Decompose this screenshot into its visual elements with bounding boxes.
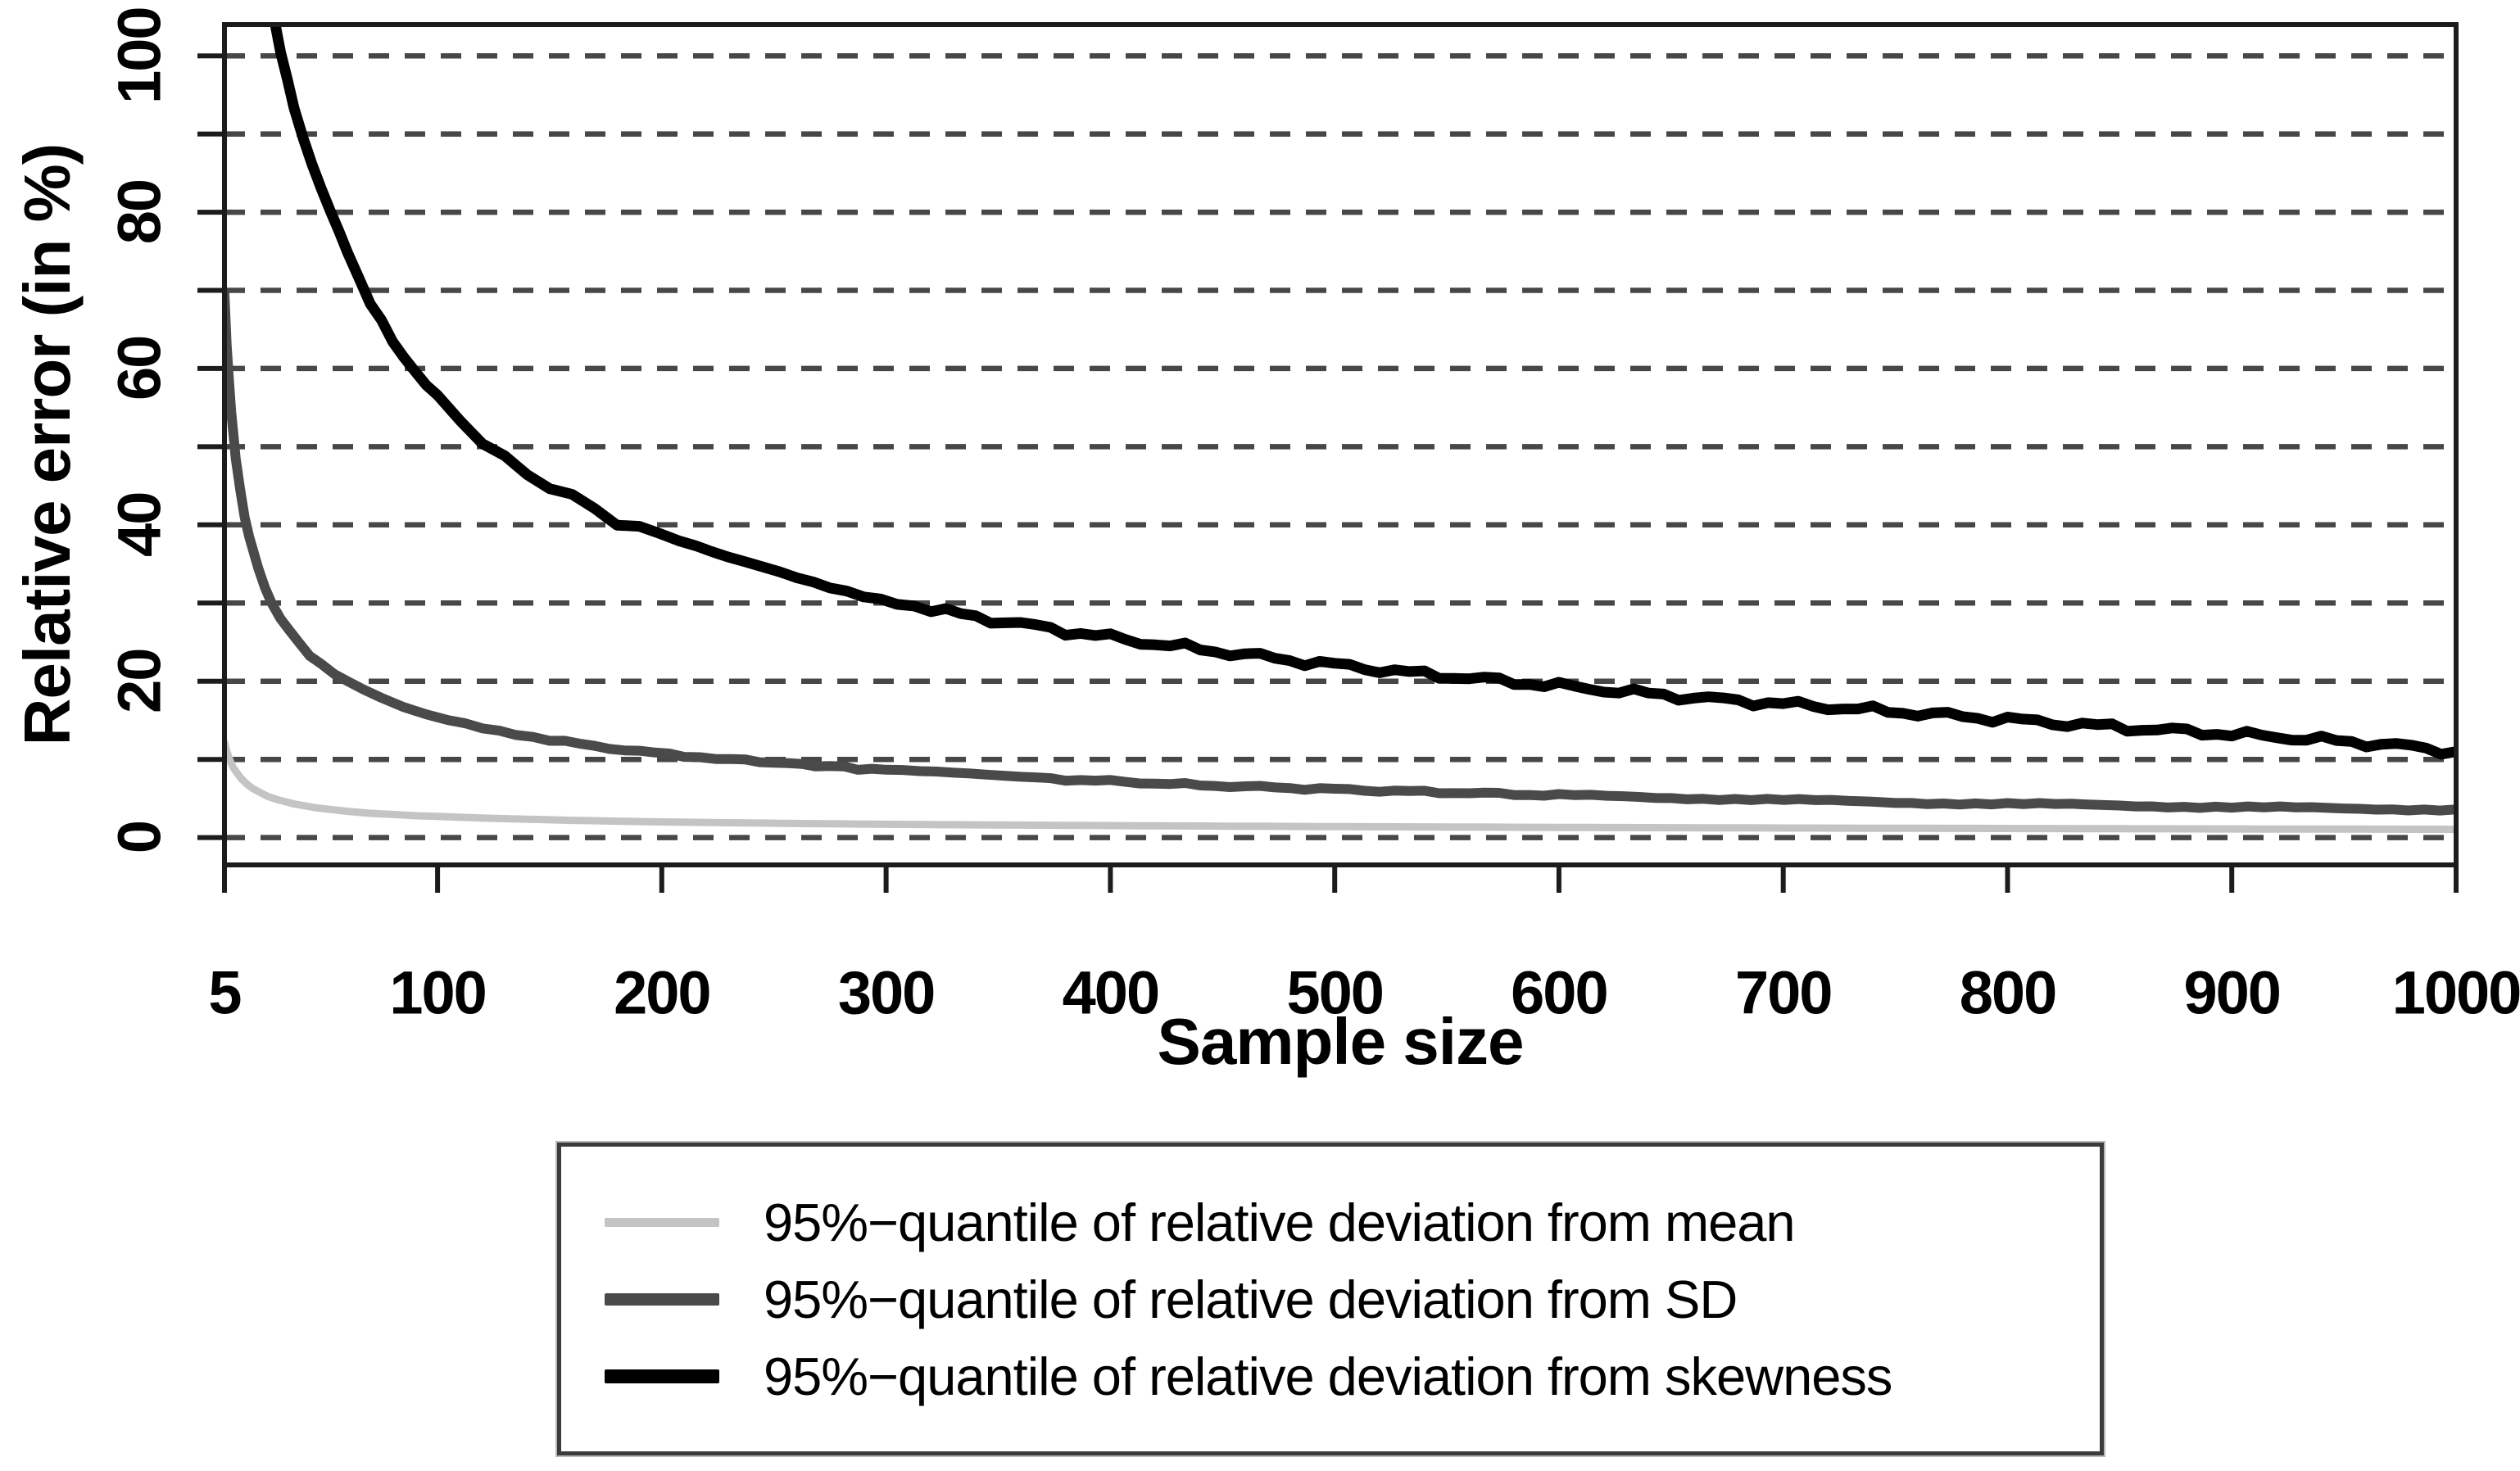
legend-box: 95%−quantile of relative deviation from … — [555, 1141, 2105, 1457]
x-axis-title: Sample size — [1157, 1005, 1524, 1078]
y-tick-label: 20 — [106, 650, 174, 713]
y-axis-title: Relative error (in %) — [11, 143, 84, 746]
series-line-skewness — [270, 25, 2456, 760]
x-tick-label: 600 — [1511, 959, 1607, 1027]
legend-label-sd: 95%−quantile of relative deviation from … — [764, 1269, 1738, 1329]
x-tick-label: 900 — [2183, 959, 2279, 1027]
x-tick-label: 1000 — [2392, 959, 2520, 1027]
legend-row-sd: 95%−quantile of relative deviation from … — [605, 1261, 2100, 1337]
y-tick-label: 100 — [106, 7, 174, 103]
x-tick-label: 5 — [208, 959, 241, 1027]
legend-swatch-mean — [605, 1217, 719, 1227]
legend-label-mean: 95%−quantile of relative deviation from … — [764, 1192, 1796, 1252]
legend-row-mean: 95%−quantile of relative deviation from … — [605, 1184, 2100, 1261]
series-line-sd — [224, 289, 2456, 816]
y-tick-label: 40 — [106, 493, 174, 557]
x-tick-label: 500 — [1286, 959, 1382, 1027]
x-tick-label: 100 — [389, 959, 485, 1027]
x-tick-label: 700 — [1735, 959, 1831, 1027]
x-tick-label: 800 — [1960, 959, 2055, 1027]
y-tick-label: 80 — [106, 180, 174, 244]
legend-swatch-skewness — [605, 1369, 719, 1383]
y-tick-label: 60 — [106, 337, 174, 401]
legend-label-skewness: 95%−quantile of relative deviation from … — [764, 1346, 1892, 1406]
x-tick-label: 200 — [614, 959, 709, 1027]
y-tick-label: 0 — [106, 821, 174, 853]
legend-swatch-sd — [605, 1292, 719, 1306]
x-tick-label: 400 — [1063, 959, 1158, 1027]
legend-row-skewness: 95%−quantile of relative deviation from … — [605, 1337, 2100, 1414]
x-tick-label: 300 — [838, 959, 934, 1027]
series-line-mean — [224, 738, 2456, 834]
plot-canvas: 0 20 40 60 80 100 5 100 200 300 400 500 600 700 800 900… — [106, 7, 2520, 1027]
